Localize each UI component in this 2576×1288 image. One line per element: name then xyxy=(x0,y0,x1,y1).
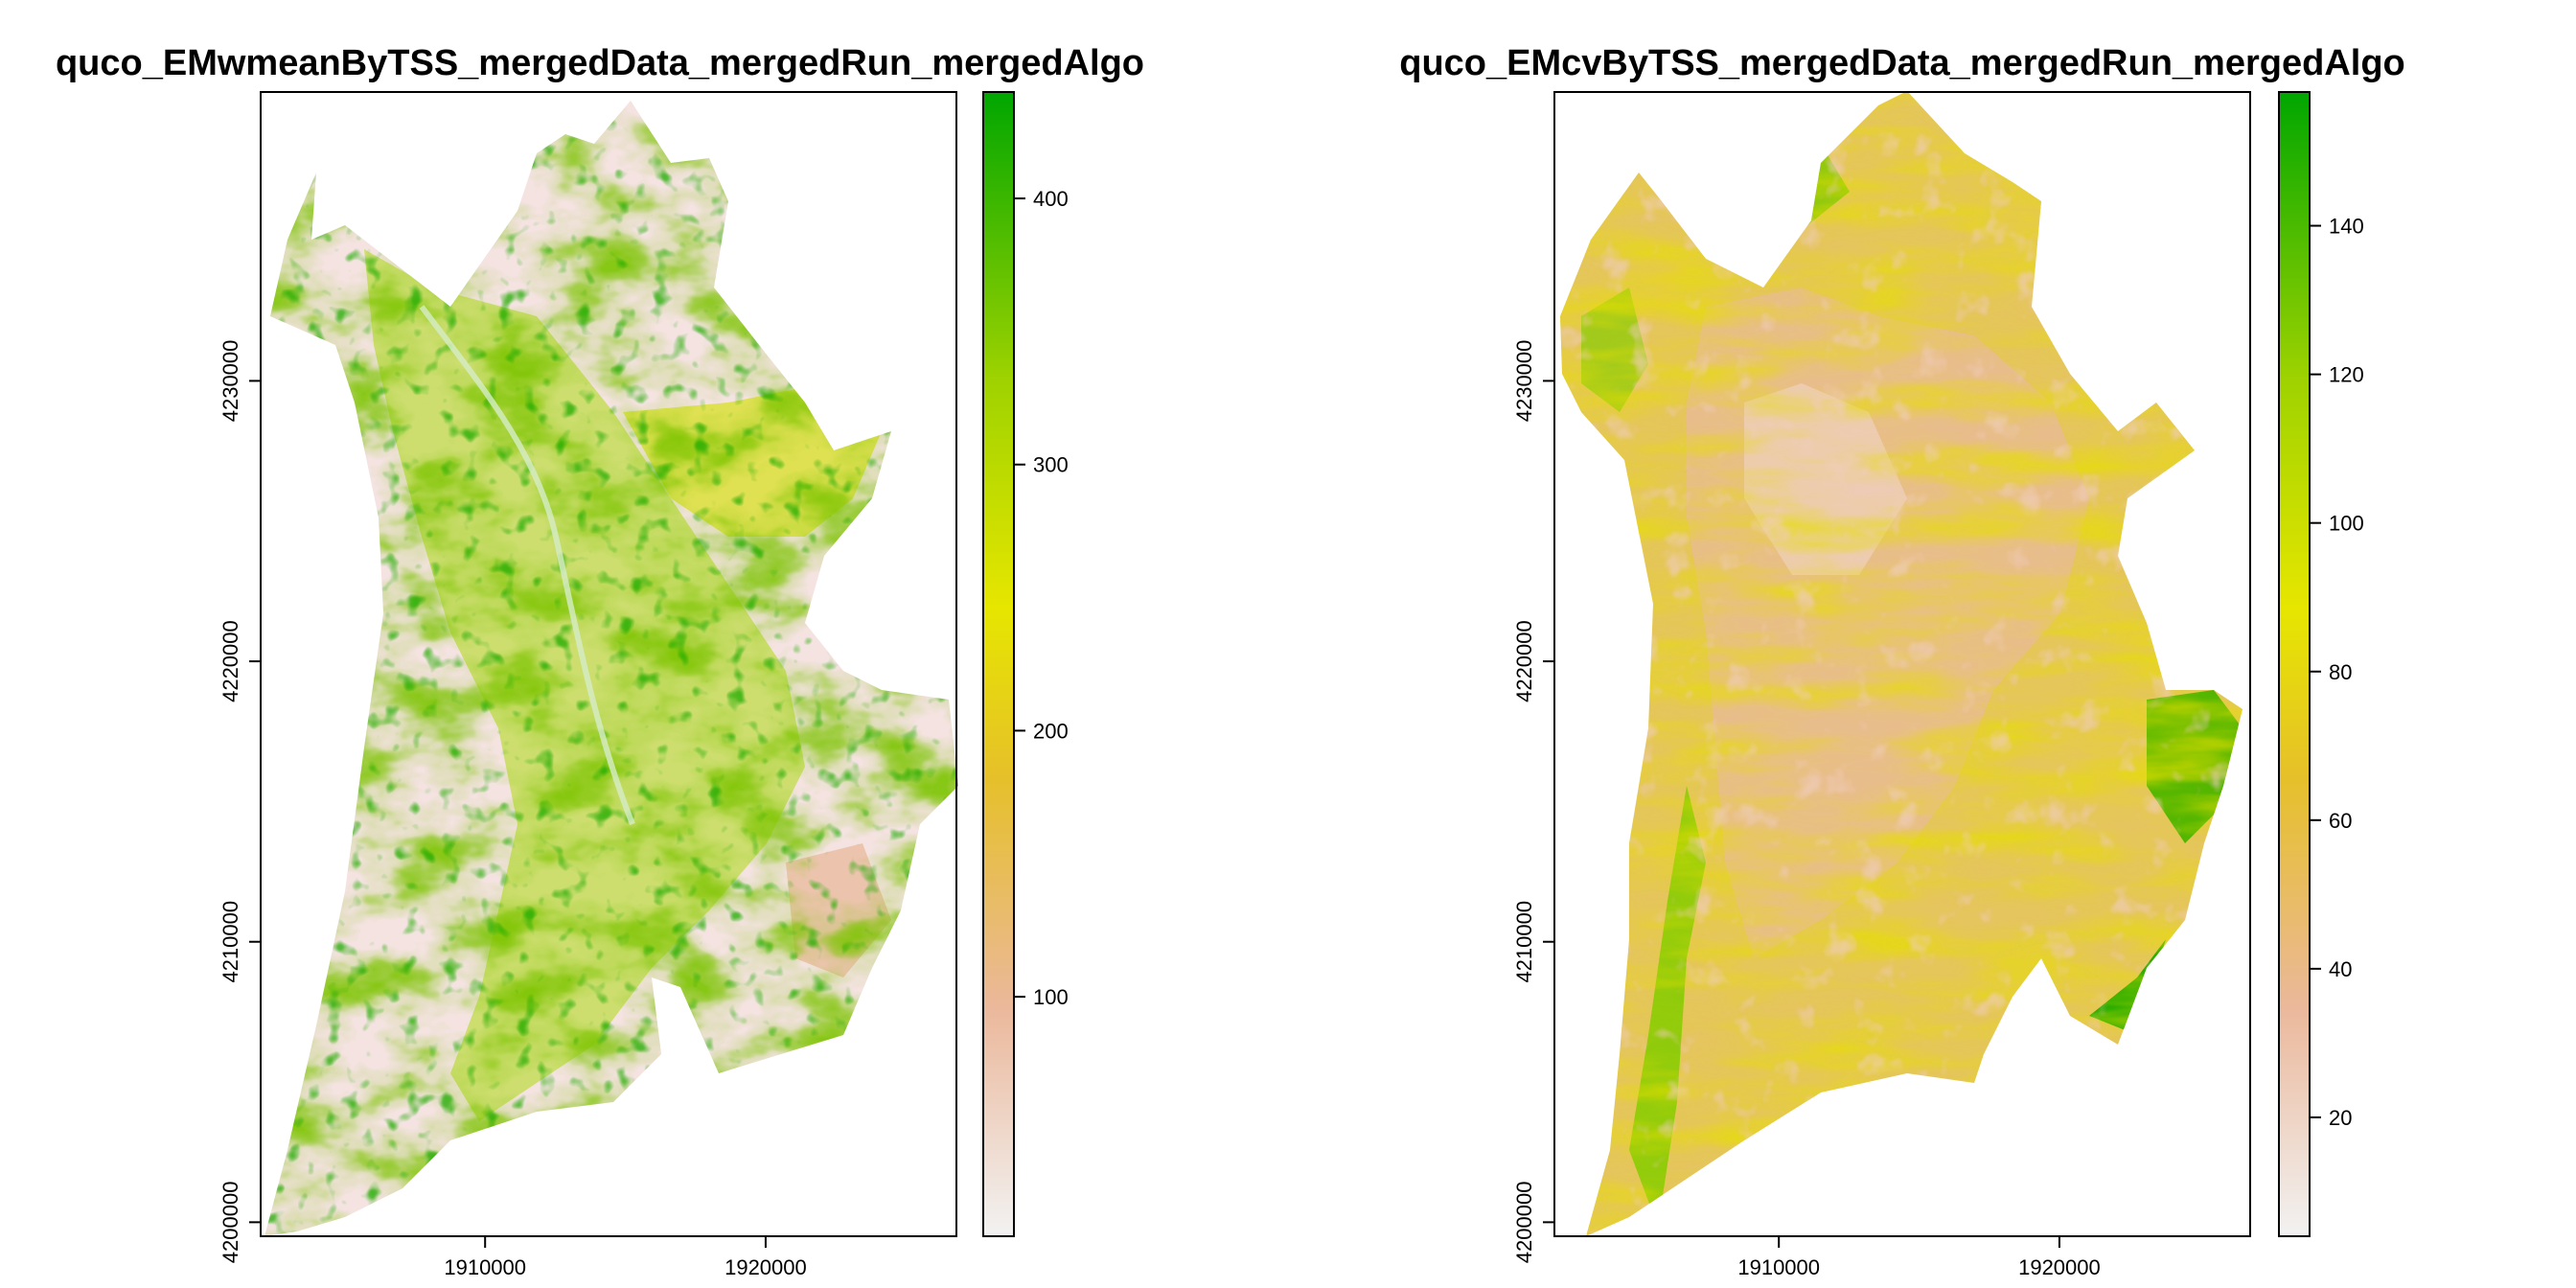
x-tick-label: 1910000 xyxy=(1737,1255,1820,1279)
legend: 100 200 300 400 xyxy=(982,91,1069,1237)
right-map-panel: quco_EMcvByTSS_mergedData_mergedRun_merg… xyxy=(1399,43,2405,1279)
colorbar-tick-label: 200 xyxy=(1033,719,1069,743)
plot-frame xyxy=(260,91,957,1237)
left-map-panel: quco_EMwmeanByTSS_mergedData_mergedRun_m… xyxy=(56,43,1144,1279)
colorbar-tick-label: 40 xyxy=(2329,957,2352,981)
colorbar xyxy=(982,91,1015,1237)
colorbar xyxy=(2278,91,2311,1237)
y-tick-label: 4210000 xyxy=(1512,901,1536,983)
y-tick-label: 4200000 xyxy=(218,1182,242,1264)
colorbar-ticks: 100 200 300 400 xyxy=(1014,187,1069,1009)
colorbar-tick-label: 100 xyxy=(2329,512,2364,536)
raster-map xyxy=(264,101,958,1236)
plot-frame xyxy=(1553,91,2251,1237)
axes: 1910000 1920000 4200000 4210000 4220000 42300… xyxy=(218,340,807,1279)
colorbar-ticks: 20 40 60 80 100 120 140 xyxy=(2310,215,2364,1130)
colorbar-tick-label: 120 xyxy=(2329,363,2364,387)
colorbar-tick-label: 20 xyxy=(2329,1106,2352,1130)
x-tick-label: 1920000 xyxy=(2018,1255,2101,1279)
y-tick-label: 4230000 xyxy=(218,340,242,423)
x-tick-label: 1920000 xyxy=(724,1255,807,1279)
y-tick-label: 4200000 xyxy=(1512,1182,1536,1264)
colorbar-tick-label: 400 xyxy=(1033,187,1069,211)
y-tick-label: 4230000 xyxy=(1512,340,1536,423)
colorbar-tick-label: 60 xyxy=(2329,809,2352,833)
axes: 1910000 1920000 4200000 4210000 4220000 42300… xyxy=(1512,340,2101,1279)
chart-title: quco_EMwmeanByTSS_mergedData_mergedRun_m… xyxy=(56,43,1144,83)
y-tick-label: 4220000 xyxy=(218,620,242,702)
raster-map xyxy=(1560,91,2242,1236)
colorbar-tick-label: 100 xyxy=(1033,985,1069,1009)
colorbar-tick-label: 140 xyxy=(2329,215,2364,239)
y-tick-label: 4210000 xyxy=(218,901,242,983)
x-tick-label: 1910000 xyxy=(444,1255,526,1279)
colorbar-tick-label: 300 xyxy=(1033,453,1069,477)
y-tick-label: 4220000 xyxy=(1512,620,1536,702)
chart-title: quco_EMcvByTSS_mergedData_mergedRun_merg… xyxy=(1399,43,2405,83)
colorbar-tick-label: 80 xyxy=(2329,660,2352,684)
legend: 20 40 60 80 100 120 140 xyxy=(2278,91,2364,1237)
